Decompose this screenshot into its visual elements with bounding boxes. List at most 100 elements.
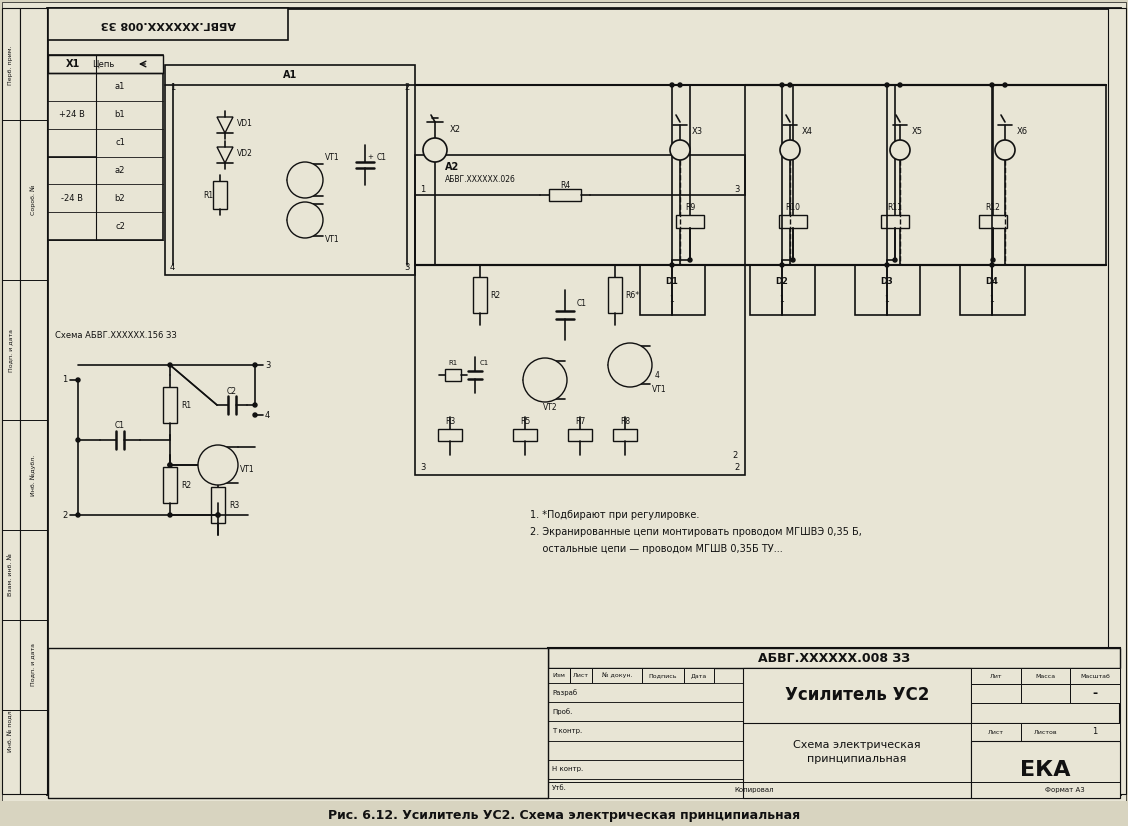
Bar [592, 668, 642, 683]
Text: 3: 3 [420, 463, 425, 472]
Bar [548, 648, 1120, 668]
Text: 2: 2 [734, 463, 740, 472]
Bar [1070, 668, 1120, 684]
Bar [548, 668, 570, 683]
Text: Подпись: Подпись [649, 673, 677, 678]
Text: 1: 1 [170, 83, 175, 92]
Text: 4: 4 [170, 263, 175, 272]
Bar [684, 668, 714, 683]
Circle shape [523, 358, 567, 402]
Bar [20, 8, 47, 794]
Bar [165, 65, 415, 275]
Bar [548, 648, 1120, 798]
Text: b2: b2 [115, 194, 125, 202]
Text: АБВГ.XXXXXX.008 ЗЗ: АБВГ.XXXXXX.008 ЗЗ [100, 19, 236, 29]
Text: VT1: VT1 [240, 466, 255, 474]
Bar [960, 265, 1025, 315]
Text: Инб. №дубл.: Инб. №дубл. [30, 454, 36, 496]
Text: Усилитель УС2: Усилитель УС2 [785, 686, 929, 704]
Circle shape [893, 258, 897, 262]
Text: VT1: VT1 [652, 386, 667, 395]
Text: R8: R8 [620, 416, 631, 425]
Bar [548, 702, 743, 721]
Text: 1: 1 [1093, 728, 1098, 737]
Circle shape [890, 140, 910, 160]
Bar [415, 155, 744, 475]
Circle shape [253, 413, 257, 417]
Circle shape [670, 263, 675, 267]
Text: R12: R12 [986, 203, 1001, 212]
Bar [1108, 8, 1126, 794]
Text: C2: C2 [227, 387, 237, 396]
Circle shape [788, 83, 792, 87]
Bar [1021, 723, 1120, 741]
Text: Подп. и дата: Подп. и дата [30, 643, 35, 686]
Bar [438, 429, 462, 441]
Bar [642, 668, 684, 683]
Circle shape [168, 463, 171, 467]
Bar [971, 723, 1021, 741]
Circle shape [898, 83, 902, 87]
Circle shape [688, 258, 691, 262]
Bar [608, 277, 622, 313]
Text: Формат А3: Формат А3 [1046, 787, 1085, 793]
Bar [779, 215, 807, 228]
Circle shape [990, 263, 994, 267]
Text: 2: 2 [405, 83, 409, 92]
Bar [446, 369, 461, 381]
Bar [569, 429, 592, 441]
Text: -: - [1093, 686, 1098, 700]
Bar [750, 265, 816, 315]
Circle shape [287, 202, 323, 238]
Bar [548, 740, 743, 760]
Text: R10: R10 [785, 203, 801, 212]
Text: Т контр.: Т контр. [552, 728, 582, 734]
Bar [0, 801, 1128, 826]
Text: R11: R11 [888, 203, 902, 212]
Circle shape [168, 513, 171, 517]
Text: A2: A2 [446, 162, 459, 172]
Text: X6: X6 [1017, 127, 1028, 136]
Text: VD2: VD2 [237, 149, 253, 158]
Text: 4: 4 [655, 371, 660, 379]
Text: Сороб. №: Сороб. № [30, 185, 36, 216]
Text: A1: A1 [283, 70, 297, 80]
Text: 1: 1 [670, 296, 675, 305]
Text: R2: R2 [490, 291, 500, 300]
Circle shape [1003, 83, 1007, 87]
Text: C1: C1 [578, 298, 587, 307]
Text: Листов: Листов [1033, 729, 1057, 734]
Text: X4: X4 [802, 127, 813, 136]
Circle shape [779, 263, 784, 267]
Text: X3: X3 [691, 127, 703, 136]
Text: Рис. 6.12. Усилитель УС2. Схема электрическая принципиальная: Рис. 6.12. Усилитель УС2. Схема электрич… [328, 809, 800, 823]
Circle shape [199, 445, 238, 485]
Circle shape [608, 343, 652, 387]
Text: D1: D1 [666, 278, 678, 287]
Text: Н контр.: Н контр. [552, 767, 583, 772]
Bar [49, 55, 164, 73]
Text: C1: C1 [377, 153, 387, 162]
Circle shape [990, 83, 994, 87]
Text: R1: R1 [203, 191, 213, 200]
Bar [971, 684, 1021, 703]
Bar [855, 265, 920, 315]
Circle shape [885, 83, 889, 87]
Text: +: + [367, 154, 373, 160]
Text: R3: R3 [229, 501, 239, 510]
Bar [49, 55, 164, 240]
Text: a1: a1 [115, 83, 125, 92]
Text: Дата: Дата [690, 673, 707, 678]
Text: VT2: VT2 [543, 403, 557, 412]
Text: 1: 1 [420, 186, 425, 194]
Text: VD1: VD1 [237, 118, 253, 127]
Circle shape [995, 140, 1015, 160]
Text: D2: D2 [776, 278, 788, 287]
Circle shape [779, 140, 800, 160]
Bar [211, 487, 224, 523]
Bar [881, 215, 909, 228]
Text: Перб. прим.: Перб. прим. [9, 45, 14, 85]
Circle shape [791, 258, 795, 262]
Circle shape [423, 138, 447, 162]
Text: b1: b1 [115, 110, 125, 119]
